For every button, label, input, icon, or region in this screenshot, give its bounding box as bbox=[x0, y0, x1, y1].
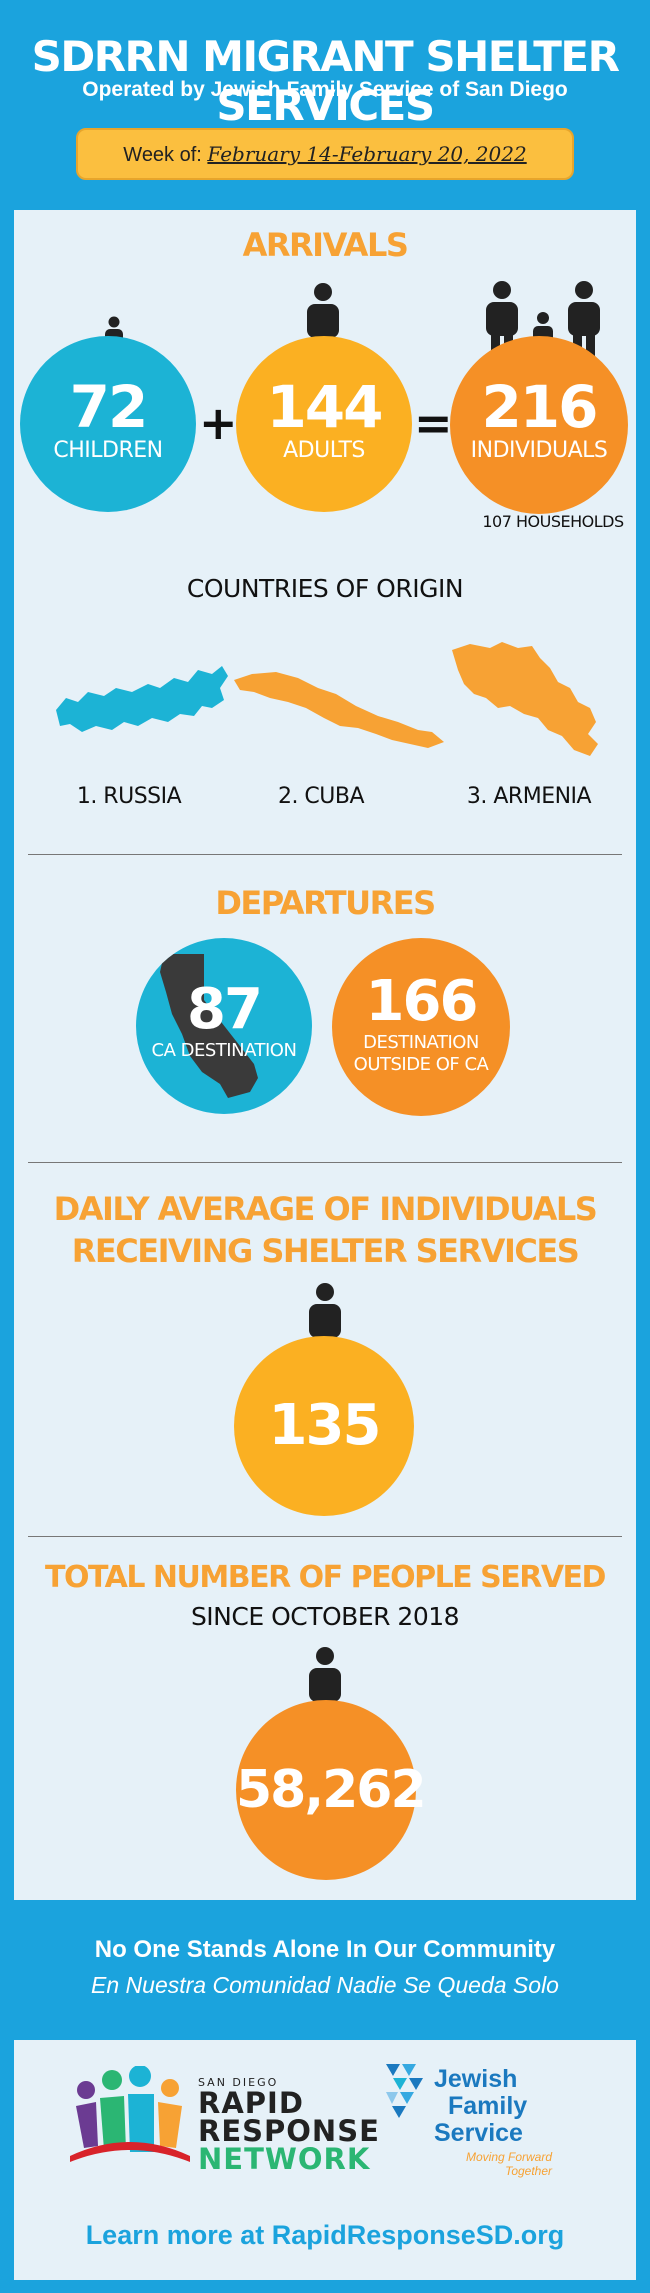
daily-title-1: DAILY AVERAGE OF INDIVIDUALS bbox=[53, 1190, 598, 1228]
week-box: Week of: February 14-February 20, 2022 bbox=[76, 128, 574, 180]
ca-destination-value: 87 bbox=[187, 977, 263, 1042]
total-served-value: 58,262 bbox=[236, 1760, 427, 1820]
jfs-logo-line3: Service bbox=[434, 2119, 523, 2147]
equals-sign: = bbox=[414, 396, 453, 450]
outside-ca-circle: 166 DESTINATION OUTSIDE OF CA bbox=[332, 938, 510, 1116]
children-value: 72 bbox=[69, 373, 149, 441]
daily-title-2: RECEIVING SHELTER SERVICES bbox=[71, 1232, 580, 1270]
ca-destination-label: CA DESTINATION bbox=[151, 1040, 297, 1061]
total-served-circle: 58,262 bbox=[236, 1700, 427, 1880]
adults-label: ADULTS bbox=[283, 438, 365, 463]
individuals-value: 216 bbox=[481, 373, 598, 441]
daily-average-circle: 135 bbox=[234, 1336, 414, 1516]
learn-more-link[interactable]: Learn more at RapidResponseSD.org bbox=[85, 2220, 565, 2250]
page-title: SDRRN MIGRANT SHELTER SERVICES bbox=[31, 32, 620, 130]
armenia-map-icon bbox=[452, 642, 598, 756]
slogan-english: No One Stands Alone In Our Community bbox=[94, 1936, 556, 1963]
countries-title: COUNTRIES OF ORIGIN bbox=[186, 574, 464, 603]
rrn-logo-icon bbox=[70, 2066, 190, 2162]
plus-sign: + bbox=[199, 396, 238, 450]
week-dates: February 14-February 20, 2022 bbox=[207, 142, 527, 166]
section-divider bbox=[28, 854, 622, 855]
individuals-circle: 216 INDIVIDUALS bbox=[450, 336, 628, 514]
logo-panel: SAN DIEGO RAPID RESPONSE NETWORK Jewish … bbox=[14, 2040, 636, 2280]
week-prefix: Week of: bbox=[123, 144, 202, 166]
rrn-logo-small: SAN DIEGO bbox=[198, 2076, 279, 2089]
jfs-logo-line1: Jewish bbox=[434, 2065, 518, 2093]
total-title: TOTAL NUMBER OF PEOPLE SERVED bbox=[45, 1560, 606, 1595]
section-divider bbox=[28, 1536, 622, 1537]
country-armenia: 3. ARMENIA bbox=[466, 784, 592, 809]
country-cuba: 2. CUBA bbox=[277, 784, 365, 809]
country-russia: 1. RUSSIA bbox=[76, 784, 182, 809]
rrn-logo-line3: NETWORK bbox=[198, 2142, 371, 2176]
outside-ca-label-1: DESTINATION bbox=[363, 1032, 479, 1053]
children-circle: 72 CHILDREN bbox=[20, 336, 196, 512]
total-subtitle: SINCE OCTOBER 2018 bbox=[190, 1602, 460, 1631]
jfs-tagline-2: Together bbox=[505, 2164, 553, 2178]
jfs-logo-line2: Family bbox=[448, 2092, 528, 2120]
rrn-logo-line2: RESPONSE bbox=[198, 2114, 380, 2148]
daily-average-value: 135 bbox=[268, 1393, 382, 1458]
outside-ca-value: 166 bbox=[365, 969, 479, 1034]
slogan-spanish: En Nuestra Comunidad Nadie Se Queda Solo bbox=[91, 1972, 559, 1998]
outside-ca-label-2: OUTSIDE OF CA bbox=[353, 1054, 489, 1075]
children-label: CHILDREN bbox=[53, 438, 163, 463]
individuals-label: INDIVIDUALS bbox=[470, 438, 608, 463]
households-count: 107 HOUSEHOLDS bbox=[482, 512, 624, 531]
jfs-logo-icon bbox=[386, 2064, 423, 2118]
stats-panel: ARRIVALS 72 CHILDREN + 144 ADULTS = bbox=[14, 210, 636, 1900]
section-divider bbox=[28, 1162, 622, 1163]
jfs-tagline: Moving Forward Together bbox=[466, 2150, 552, 2178]
page-subtitle: Operated by Jewish Family Service of San… bbox=[82, 78, 568, 101]
adults-value: 144 bbox=[266, 373, 383, 441]
arrivals-title: ARRIVALS bbox=[242, 226, 409, 264]
ca-destination-circle: 87 CA DESTINATION bbox=[136, 938, 312, 1114]
california-map-icon bbox=[160, 954, 258, 1098]
adults-circle: 144 ADULTS bbox=[236, 336, 412, 512]
jfs-tagline-1: Moving Forward bbox=[466, 2150, 553, 2164]
cuba-map-icon bbox=[234, 672, 444, 748]
rrn-logo-line1: RAPID bbox=[198, 2086, 304, 2120]
departures-title: DEPARTURES bbox=[215, 884, 436, 922]
rrn-logo-text: SAN DIEGO RAPID RESPONSE NETWORK bbox=[198, 2076, 380, 2176]
russia-map-icon bbox=[56, 666, 228, 732]
jfs-logo-text: Jewish Family Service bbox=[434, 2066, 527, 2147]
